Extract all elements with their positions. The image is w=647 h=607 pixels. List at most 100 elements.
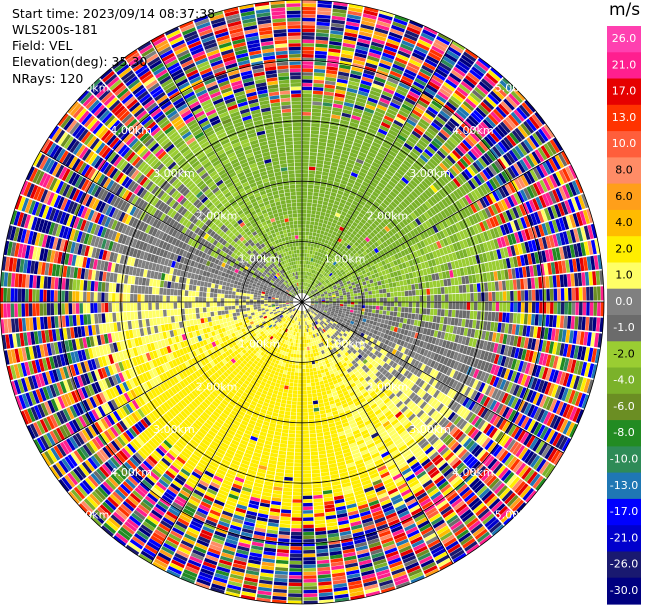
- gate-cell: [444, 409, 453, 419]
- gate-cell: [385, 42, 399, 50]
- gate-cell: [337, 348, 342, 353]
- gate-cell: [426, 127, 437, 137]
- gate-cell: [302, 336, 304, 340]
- gate-cell: [321, 208, 327, 213]
- gate-cell: [352, 344, 357, 349]
- gate-cell: [485, 96, 497, 108]
- gate-cell: [549, 431, 559, 445]
- gate-cell: [378, 336, 383, 342]
- gate-cell: [566, 245, 572, 259]
- gate-cell: [459, 407, 468, 418]
- gate-cell: [462, 229, 469, 239]
- gate-cell: [403, 234, 410, 241]
- gate-cell: [528, 363, 535, 376]
- gate-cell: [405, 379, 412, 387]
- gate-cell: [311, 310, 314, 314]
- gate-cell: [317, 149, 326, 154]
- gate-cell: [413, 386, 421, 394]
- gate-cell: [374, 188, 382, 195]
- gate-cell: [434, 338, 440, 346]
- gate-cell: [362, 373, 369, 379]
- gate-cell: [538, 195, 547, 208]
- gate-cell: [402, 187, 411, 196]
- gate-cell: [350, 307, 354, 310]
- gate-cell: [465, 376, 473, 386]
- gate-cell: [474, 404, 483, 415]
- gate-cell: [395, 195, 403, 203]
- gate-cell: [442, 271, 447, 279]
- gate-cell: [444, 196, 452, 206]
- gate-cell: [491, 388, 499, 399]
- gate-cell: [408, 204, 416, 212]
- gate-cell: [362, 206, 369, 213]
- gate-cell: [320, 285, 324, 289]
- gate-cell: [302, 10, 316, 15]
- gate-cell: [495, 447, 506, 460]
- gate-cell: [398, 165, 408, 174]
- gate-cell: [448, 294, 453, 302]
- gate-cell: [363, 177, 371, 184]
- gate-cell: [306, 279, 308, 283]
- gate-cell: [334, 249, 339, 254]
- gate-cell: [588, 317, 593, 331]
- gate-cell: [464, 472, 475, 483]
- gate-cell: [313, 321, 317, 326]
- gate-cell: [354, 346, 360, 352]
- gate-cell: [545, 159, 555, 174]
- gate-cell: [437, 131, 448, 141]
- gate-cell: [406, 94, 418, 103]
- gate-cell: [376, 297, 380, 302]
- gate-cell: [348, 3, 364, 10]
- gate-cell: [469, 131, 480, 143]
- gate-cell: [558, 329, 563, 342]
- gate-cell: [568, 259, 574, 273]
- gate-cell: [461, 318, 466, 327]
- gate-cell: [527, 278, 532, 289]
- gate-cell: [510, 233, 517, 245]
- gate-cell: [455, 343, 461, 352]
- gate-cell: [302, 68, 313, 73]
- gate-cell: [573, 228, 580, 243]
- gate-cell: [403, 341, 409, 348]
- gate-cell: [451, 549, 465, 560]
- gate-cell: [384, 186, 392, 194]
- gate-cell: [368, 346, 374, 352]
- gate-cell: [473, 358, 480, 368]
- gate-cell: [323, 289, 327, 293]
- gate-cell: [324, 309, 328, 312]
- gate-cell: [439, 347, 445, 356]
- gate-cell: [345, 321, 350, 326]
- gate-cell: [581, 316, 586, 331]
- gate-cell: [499, 302, 503, 312]
- gate-cell: [448, 253, 454, 262]
- gate-cell: [479, 171, 488, 182]
- gate-cell: [369, 216, 376, 223]
- gate-cell: [332, 303, 337, 306]
- gate-cell: [555, 434, 565, 449]
- gate-cell: [388, 243, 395, 250]
- gate-cell: [357, 343, 362, 349]
- gate-cell: [562, 216, 570, 230]
- gate-cell: [437, 302, 442, 309]
- gate-cell: [533, 326, 538, 338]
- ray: [307, 308, 505, 536]
- gate-cell: [500, 323, 506, 333]
- gate-cell: [532, 392, 541, 405]
- gate-cell: [440, 59, 454, 69]
- gate-cell: [436, 354, 443, 363]
- gate-cell: [559, 246, 565, 260]
- gate-cell: [442, 126, 453, 136]
- gate-cell: [419, 340, 425, 348]
- gate-cell: [440, 505, 452, 516]
- gate-cell: [507, 456, 518, 469]
- gate-cell: [503, 247, 509, 258]
- gate-cell: [494, 389, 502, 401]
- gate-cell: [309, 155, 317, 160]
- gate-cell: [358, 212, 365, 219]
- gate-cell: [481, 263, 486, 273]
- gate-cell: [310, 246, 314, 251]
- gate-cell: [397, 151, 407, 160]
- gate-cell: [290, 546, 302, 550]
- gate-cell: [347, 299, 351, 302]
- gate-cell: [458, 83, 471, 95]
